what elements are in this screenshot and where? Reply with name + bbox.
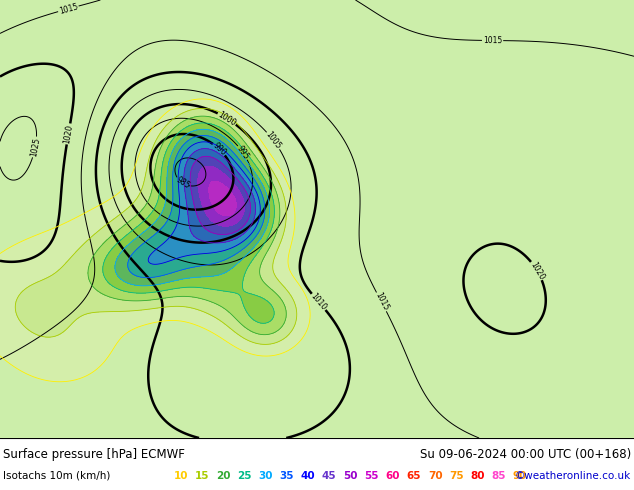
Text: 1015: 1015 [58, 2, 79, 16]
Text: 60: 60 [385, 470, 400, 481]
Text: 15: 15 [195, 470, 209, 481]
Text: 35: 35 [280, 470, 294, 481]
Text: ©weatheronline.co.uk: ©weatheronline.co.uk [515, 470, 631, 481]
Text: 1005: 1005 [264, 130, 283, 151]
Text: 1025: 1025 [29, 137, 41, 157]
Text: 995: 995 [235, 144, 250, 161]
Text: 1000: 1000 [216, 110, 238, 127]
Text: Isotachs 10m (km/h): Isotachs 10m (km/h) [3, 470, 110, 481]
Text: 1015: 1015 [373, 291, 390, 313]
Text: Su 09-06-2024 00:00 UTC (00+168): Su 09-06-2024 00:00 UTC (00+168) [420, 448, 631, 462]
Text: 45: 45 [322, 470, 337, 481]
Text: 30: 30 [258, 470, 273, 481]
Text: 1020: 1020 [528, 260, 546, 281]
Text: 70: 70 [428, 470, 443, 481]
Text: 990: 990 [211, 141, 228, 158]
Text: 90: 90 [513, 470, 527, 481]
Text: 75: 75 [449, 470, 463, 481]
Text: 25: 25 [237, 470, 252, 481]
Text: 1020: 1020 [62, 123, 74, 144]
Text: 985: 985 [174, 175, 191, 191]
Text: 65: 65 [406, 470, 421, 481]
Text: 40: 40 [301, 470, 315, 481]
Text: 80: 80 [470, 470, 485, 481]
Text: 55: 55 [365, 470, 378, 481]
Text: 10: 10 [174, 470, 188, 481]
Text: 1015: 1015 [483, 36, 502, 45]
Text: Surface pressure [hPa] ECMWF: Surface pressure [hPa] ECMWF [3, 448, 185, 462]
Text: 50: 50 [343, 470, 358, 481]
Text: 1010: 1010 [309, 292, 328, 312]
Text: 85: 85 [491, 470, 506, 481]
Text: 20: 20 [216, 470, 230, 481]
